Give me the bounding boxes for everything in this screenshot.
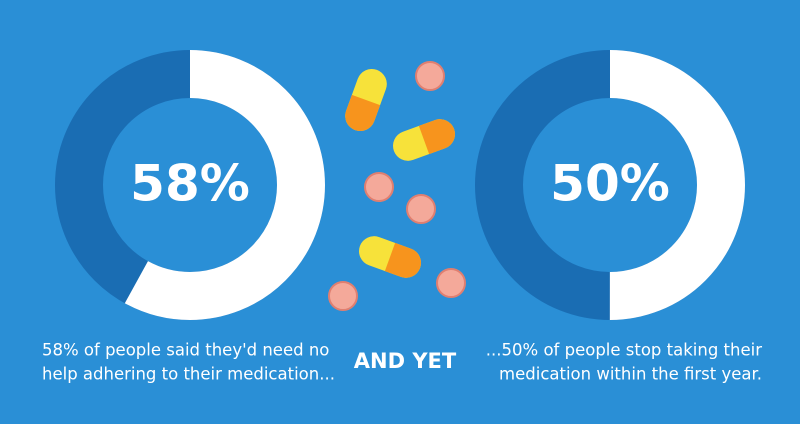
donut-label: 58%: [130, 155, 250, 213]
caption: medication within the first year.: [499, 365, 762, 384]
donut-segment: [55, 50, 325, 320]
middle-text: AND YET: [354, 349, 457, 373]
caption: ...50% of people stop taking their: [486, 341, 762, 360]
pills: [328, 61, 466, 311]
caption: 58% of people said they'd need no: [42, 341, 329, 360]
donut-segment: [475, 50, 745, 320]
capsule: [393, 119, 455, 161]
donut-label: 50%: [550, 155, 670, 213]
capsule: [359, 236, 421, 278]
tablets: [328, 61, 466, 311]
capsule: [345, 69, 387, 131]
caption: help adhering to their medication...: [42, 365, 335, 384]
